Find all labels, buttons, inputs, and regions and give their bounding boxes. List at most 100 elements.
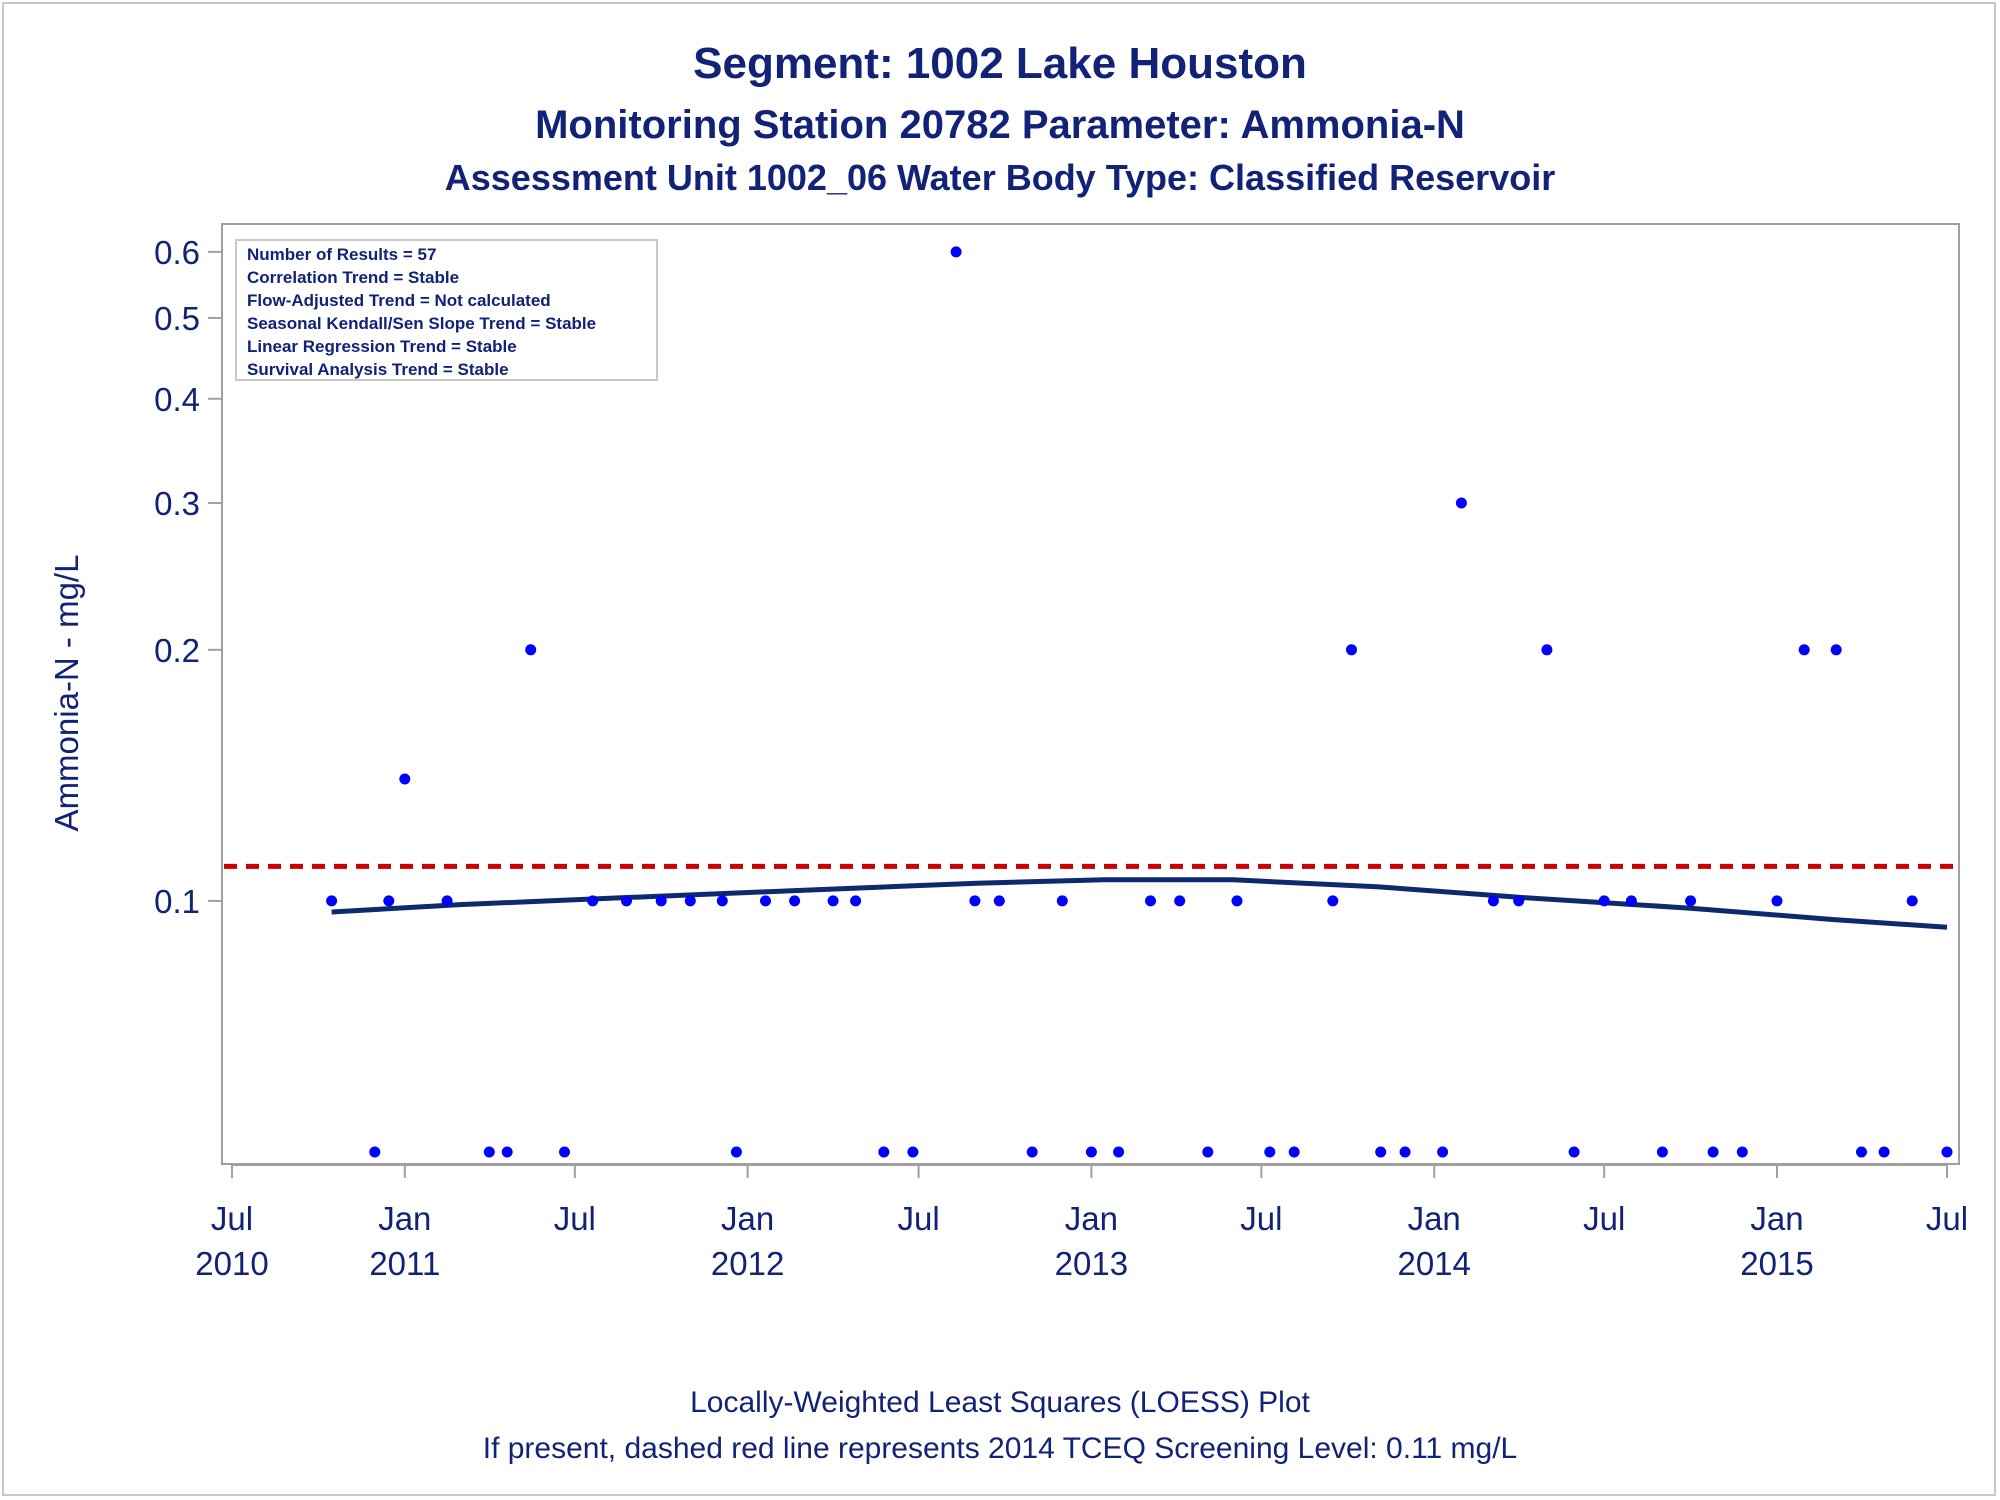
data-point [760, 895, 771, 907]
data-point [993, 895, 1005, 907]
data-point [1437, 1146, 1449, 1158]
data-point [1707, 1146, 1719, 1158]
data-points [326, 246, 1953, 1158]
x-tick-month: Jul [1926, 1200, 1968, 1237]
data-point [1568, 1146, 1580, 1158]
data-point [730, 1146, 742, 1158]
stats-line: Number of Results = 57 [247, 245, 436, 264]
data-point [1856, 1146, 1867, 1158]
data-point [1288, 1146, 1300, 1158]
data-point [1736, 1146, 1748, 1158]
stats-line: Flow-Adjusted Trend = Not calculated [247, 291, 551, 310]
x-tick-month: Jul [897, 1200, 939, 1237]
data-point [1085, 1146, 1097, 1158]
x-tick-year: 2012 [711, 1245, 784, 1282]
data-point [1771, 895, 1783, 907]
data-point [969, 895, 981, 907]
data-point [525, 644, 537, 656]
data-point [1202, 1146, 1214, 1158]
data-point [1656, 1146, 1668, 1158]
footnote-1: Locally-Weighted Least Squares (LOESS) P… [690, 1386, 1310, 1419]
data-point [1231, 895, 1243, 907]
data-point [501, 1146, 513, 1158]
y-tick-label: 0.5 [154, 300, 200, 337]
data-point [1685, 895, 1697, 907]
data-point [1487, 895, 1499, 907]
data-point [1878, 1146, 1890, 1158]
x-tick-month: Jan [1408, 1200, 1461, 1237]
x-tick-year: 2014 [1397, 1245, 1470, 1282]
data-point [1145, 895, 1156, 907]
data-point [1625, 895, 1637, 907]
y-tick-label: 0.1 [154, 883, 200, 920]
data-point [1375, 1146, 1387, 1158]
data-point [399, 773, 411, 785]
x-tick-month: Jul [554, 1200, 596, 1237]
data-point [1113, 1146, 1125, 1158]
y-tick-label: 0.3 [154, 485, 200, 522]
x-tick-month: Jan [1750, 1200, 1803, 1237]
x-tick-month: Jan [1065, 1200, 1118, 1237]
data-point [850, 895, 862, 907]
data-point [1327, 895, 1339, 907]
data-point [907, 1146, 919, 1158]
stats-line: Correlation Trend = Stable [247, 268, 459, 287]
x-tick-year: 2011 [369, 1245, 440, 1282]
data-point [441, 895, 453, 907]
data-point [1264, 1146, 1276, 1158]
data-point [326, 895, 338, 907]
data-point [1798, 644, 1810, 656]
x-tick-month: Jul [211, 1200, 253, 1237]
data-point [827, 895, 839, 907]
data-point [587, 895, 599, 907]
data-point [1174, 895, 1186, 907]
x-tick-month: Jan [721, 1200, 774, 1237]
x-tick-month: Jan [378, 1200, 431, 1237]
y-axis-label: Ammonia-N - mg/L [48, 555, 85, 832]
y-tick-label: 0.4 [154, 381, 200, 418]
stats-line: Seasonal Kendall/Sen Slope Trend = Stabl… [247, 314, 596, 333]
data-point [559, 1146, 570, 1158]
data-point [789, 895, 801, 907]
data-point [383, 895, 395, 907]
data-point [1598, 895, 1610, 907]
stats-line: Survival Analysis Trend = Stable [247, 360, 509, 379]
stats-box-border [235, 239, 658, 381]
x-tick-month: Jul [1240, 1200, 1282, 1237]
data-point [483, 1146, 495, 1158]
loess-curve [331, 877, 1948, 930]
x-tick-month: Jul [1583, 1200, 1625, 1237]
data-point [1541, 644, 1553, 656]
data-point [1941, 1146, 1953, 1158]
chart-subtitle-2: Assessment Unit 1002_06 Water Body Type:… [445, 157, 1555, 198]
data-point [1830, 644, 1842, 656]
data-point [1399, 1146, 1411, 1158]
x-tick-year: 2010 [195, 1245, 268, 1282]
data-point [655, 895, 667, 907]
data-point [878, 1146, 890, 1158]
data-point [1346, 644, 1357, 656]
data-point [684, 895, 696, 907]
x-tick-year: 2013 [1055, 1245, 1128, 1282]
data-point [369, 1146, 381, 1158]
x-tick-year: 2015 [1740, 1245, 1813, 1282]
data-point [1513, 895, 1525, 907]
stats-box: Number of Results = 57 Correlation Trend … [235, 239, 658, 381]
y-tick-label: 0.6 [154, 234, 200, 271]
data-point [950, 246, 962, 258]
stats-line: Linear Regression Trend = Stable [247, 337, 517, 356]
y-axis: 0.1 0.2 0.3 0.4 0.5 0.6 [154, 234, 222, 920]
footnote-2: If present, dashed red line represents 2… [483, 1432, 1518, 1465]
data-point [716, 895, 728, 907]
chart-title: Segment: 1002 Lake Houston [693, 39, 1307, 88]
data-point [1056, 895, 1068, 907]
chart-subtitle-1: Monitoring Station 20782 Parameter: Ammo… [535, 103, 1465, 147]
data-point [1455, 497, 1467, 509]
data-point [621, 895, 632, 907]
data-point [1906, 895, 1918, 907]
y-tick-label: 0.2 [154, 632, 200, 669]
x-axis: Jul 2010 Jan 2011 Jul Jan 2012 Jul Jan 2013 Jul Jan… [195, 1164, 1968, 1282]
data-point [1026, 1146, 1038, 1158]
